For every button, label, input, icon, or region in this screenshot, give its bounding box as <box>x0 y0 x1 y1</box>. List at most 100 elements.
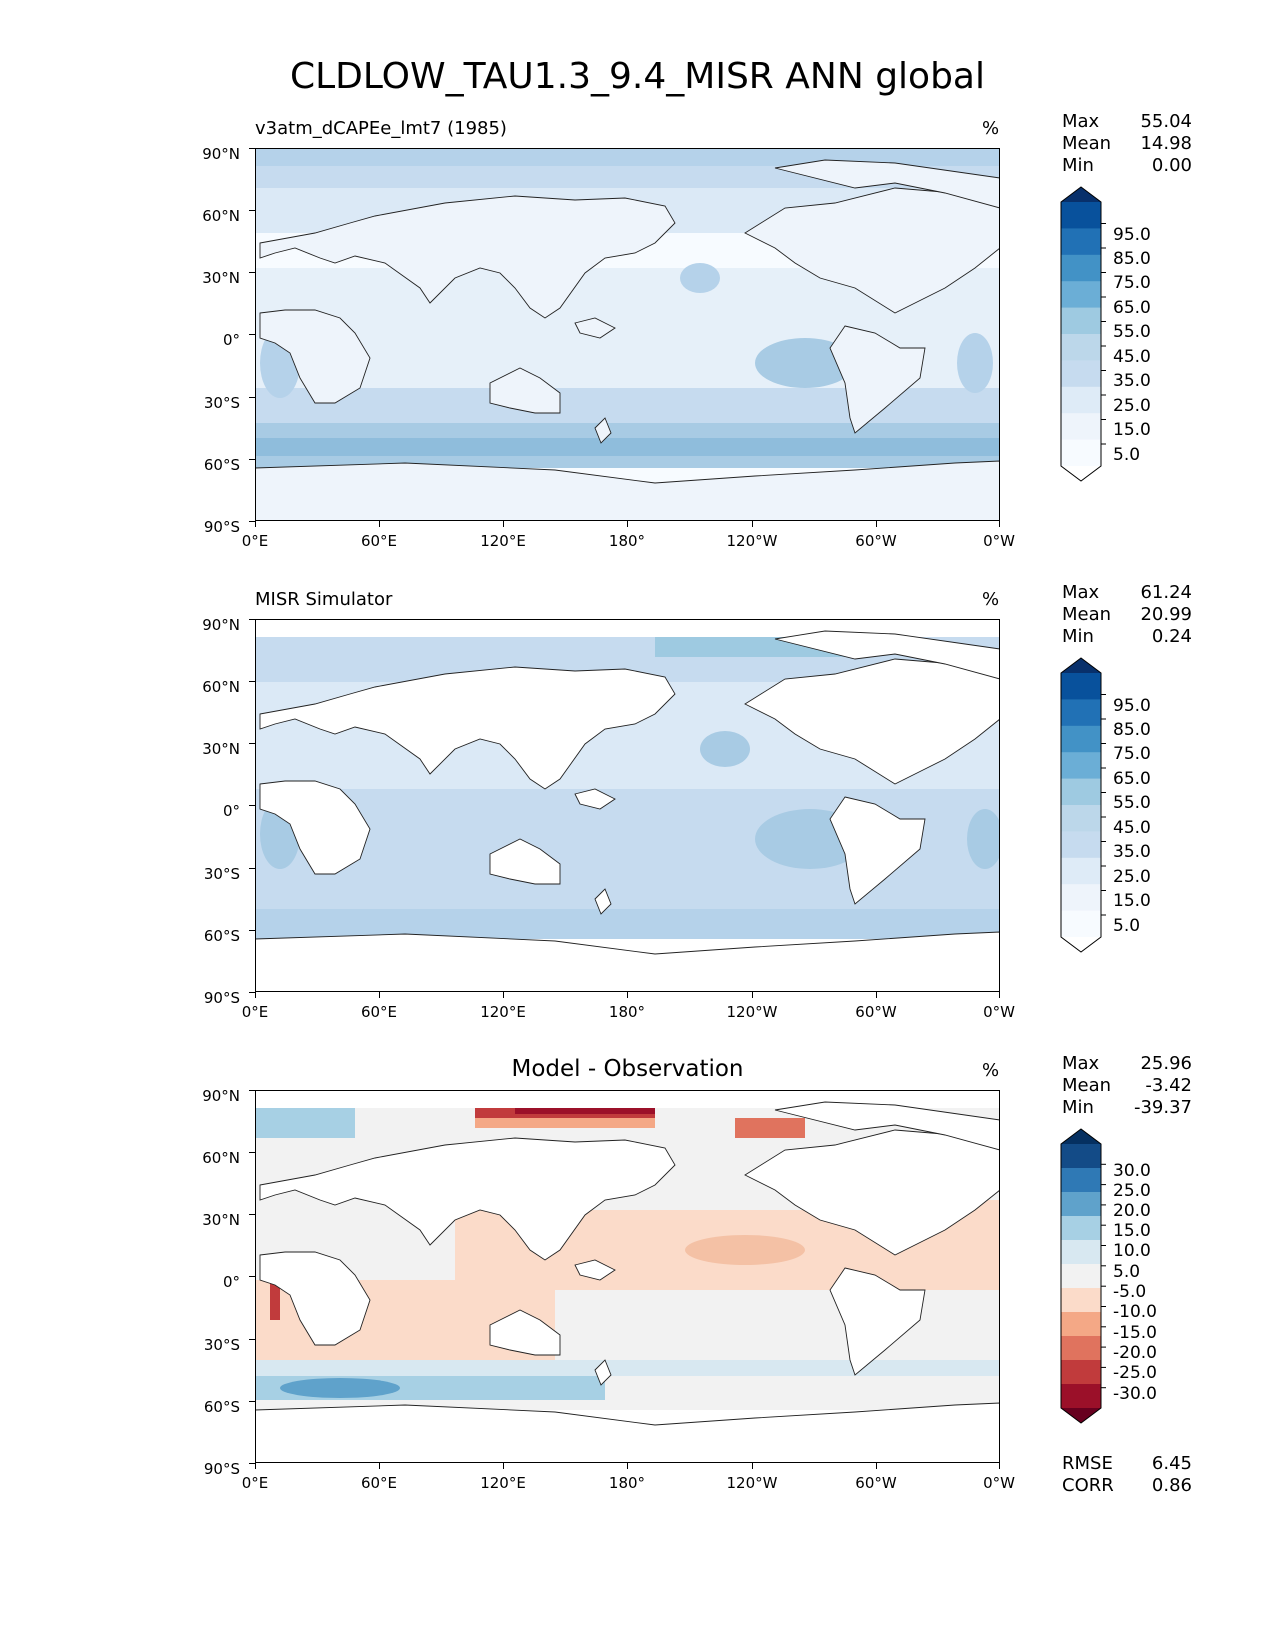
y-tick <box>249 992 255 993</box>
stats-box: Max 25.96 Mean -3.42 Min -39.37 <box>1062 1053 1192 1119</box>
colorbar-label: 35.0 <box>1113 371 1151 391</box>
contour-region <box>255 1108 355 1138</box>
x-tick <box>255 1463 256 1469</box>
y-tick <box>249 1276 255 1277</box>
y-tick <box>249 1214 255 1215</box>
units-label: % <box>982 1060 1000 1081</box>
colorbar-swatch <box>1061 725 1101 753</box>
colorbar-swatch <box>1061 202 1101 229</box>
contour-region <box>700 731 750 767</box>
y-tick-label: 90°N <box>202 1087 240 1105</box>
colorbar-extend-max <box>1061 1129 1101 1144</box>
x-tick-label: 60°W <box>855 1003 897 1021</box>
stat-value: 0.24 <box>1151 626 1192 647</box>
y-tick <box>249 1152 255 1153</box>
colorbar-swatch <box>1061 1264 1101 1289</box>
colorbar-label: -5.0 <box>1113 1282 1147 1302</box>
colorbar-label: 25.0 <box>1113 1181 1151 1201</box>
x-tick-label: 60°E <box>360 1474 398 1492</box>
colorbar-label: 30.0 <box>1113 1161 1151 1181</box>
colorbar-label: 20.0 <box>1113 1201 1151 1221</box>
colorbar-label: 5.0 <box>1113 916 1141 936</box>
stat-label: Max <box>1062 582 1100 603</box>
stat-value: 61.24 <box>1140 582 1192 603</box>
contour-region <box>270 1280 280 1320</box>
colorbar-extend-min <box>1061 937 1101 952</box>
x-tick <box>379 992 380 998</box>
colorbar-swatch <box>1061 1336 1101 1361</box>
colorbar-swatch <box>1061 386 1101 414</box>
stat-value: 20.99 <box>1140 604 1192 625</box>
continent-outlines <box>255 159 1000 521</box>
panel-observation: MISR Simulator % <box>0 582 1275 1029</box>
x-tick-label: 60°E <box>360 532 398 550</box>
y-tick-label: 60°N <box>202 1149 240 1167</box>
contour-region <box>957 333 993 393</box>
x-tick-label: 180° <box>608 1003 646 1021</box>
y-tick-label: 0° <box>222 1273 240 1291</box>
stat-label: CORR <box>1062 1475 1114 1496</box>
y-tick-label: 60°S <box>203 927 240 945</box>
stat-value: 0.00 <box>1151 155 1192 176</box>
y-tick-label: 30°S <box>203 865 240 883</box>
contour-region <box>515 1108 655 1114</box>
map-plot <box>255 148 1000 521</box>
colorbar-label: 45.0 <box>1113 818 1151 838</box>
x-tick-label: 120°W <box>726 1474 778 1492</box>
x-tick <box>999 521 1000 527</box>
colorbar-swatch <box>1061 884 1101 912</box>
colorbar <box>1060 1128 1108 1428</box>
contour-region <box>680 263 720 293</box>
stat-label: Min <box>1062 155 1094 176</box>
y-tick-label: 90°N <box>202 616 240 634</box>
units-label: % <box>982 589 1000 610</box>
colorbar-label: -20.0 <box>1113 1343 1157 1363</box>
x-tick-label: 120°E <box>480 532 526 550</box>
colorbar-label: 15.0 <box>1113 891 1151 911</box>
panel-difference: Model - Observation % <box>0 1053 1275 1500</box>
y-tick-label: 0° <box>222 802 240 820</box>
colorbar-label: 75.0 <box>1113 744 1151 764</box>
stat-label: Max <box>1062 1053 1100 1074</box>
y-tick <box>249 681 255 682</box>
colorbar-extend-max <box>1061 658 1101 673</box>
y-tick-label: 90°S <box>203 989 240 1007</box>
panel-title: Model - Observation <box>511 1056 744 1082</box>
x-tick-label: 60°W <box>855 1474 897 1492</box>
x-tick <box>255 521 256 527</box>
colorbar-label: 55.0 <box>1113 793 1151 813</box>
colorbar-swatch <box>1061 439 1101 467</box>
stat-label: Min <box>1062 1097 1094 1118</box>
y-tick <box>249 1339 255 1340</box>
x-tick-label: 120°E <box>480 1474 526 1492</box>
y-tick-label: 30°N <box>202 740 240 758</box>
colorbar-extend-max <box>1061 187 1101 202</box>
y-tick-label: 30°S <box>203 394 240 412</box>
contour-region <box>685 1235 805 1265</box>
colorbar-outline <box>1060 1128 1102 1424</box>
colorbar-swatch <box>1061 254 1101 282</box>
colorbar-outline <box>1060 657 1102 953</box>
colorbar-swatch <box>1061 307 1101 335</box>
x-tick-label: 0°W <box>983 1474 1015 1492</box>
colorbar-label: 5.0 <box>1113 445 1141 465</box>
colorbar-swatch <box>1061 413 1101 441</box>
y-tick-label: 30°N <box>202 1211 240 1229</box>
map-plot <box>255 619 1000 992</box>
x-tick-label: 120°W <box>726 532 778 550</box>
y-tick-label: 30°S <box>203 1336 240 1354</box>
x-tick <box>876 1463 877 1469</box>
colorbar-extend-min <box>1061 1408 1101 1423</box>
colorbar-swatch <box>1061 334 1101 361</box>
colorbar-label: 10.0 <box>1113 1241 1151 1261</box>
x-tick <box>752 1463 753 1469</box>
x-tick <box>379 521 380 527</box>
stats-box: Max 55.04 Mean 14.98 Min 0.00 <box>1062 111 1192 177</box>
colorbar-swatches <box>1061 187 1101 481</box>
y-tick-label: 90°S <box>203 1460 240 1478</box>
stats-box: Max 61.24 Mean 20.99 Min 0.24 <box>1062 582 1192 648</box>
colorbar-swatch <box>1061 1192 1101 1217</box>
page-title: CLDLOW_TAU1.3_9.4_MISR ANN global <box>289 56 985 97</box>
colorbar-label: 95.0 <box>1113 225 1151 245</box>
x-tick <box>752 521 753 527</box>
